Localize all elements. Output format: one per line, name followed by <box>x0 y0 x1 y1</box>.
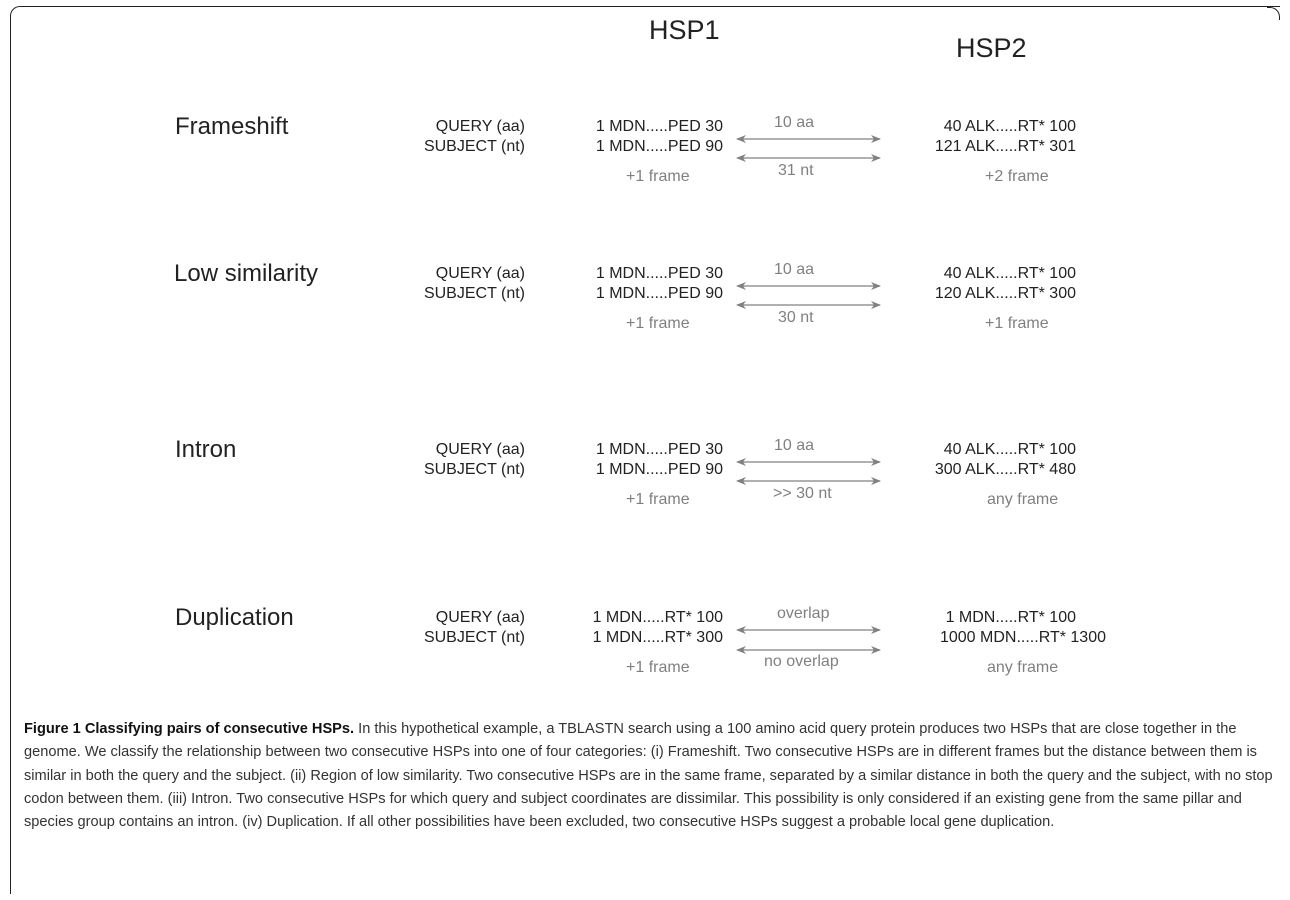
hsp2-subject-coords: 120 ALK.....RT* 300 <box>934 285 1076 302</box>
hsp1-subject-coords: 1 MDN.....PED 90 <box>595 461 723 478</box>
subject-row-label: SUBJECT (nt) <box>423 285 525 302</box>
query-row-label: QUERY (aa) <box>435 265 525 282</box>
hsp1-query-coords: 1 MDN.....PED 30 <box>595 441 723 458</box>
gap-subject-label: >> 30 nt <box>773 485 832 502</box>
category-label: Intron <box>175 436 237 463</box>
gap-query-label: 10 aa <box>774 437 815 454</box>
hsp2-subject-coords: 300 ALK.....RT* 480 <box>934 461 1076 478</box>
hsp1-header: HSP1 <box>649 15 720 45</box>
hsp2-subject-coords: 121 ALK.....RT* 301 <box>934 138 1076 155</box>
hsp1-subject-coords: 1 MDN.....PED 90 <box>595 285 723 302</box>
subject-row-label: SUBJECT (nt) <box>423 461 525 478</box>
hsp2-query-coords: 40 ALK.....RT* 100 <box>943 118 1076 135</box>
frame-corner <box>1267 7 1280 20</box>
hsp1-subject-coords: 1 MDN.....RT* 300 <box>592 629 723 646</box>
figure-frame <box>10 6 1280 894</box>
category-label: Frameshift <box>175 113 289 140</box>
hsp2-header: HSP2 <box>956 33 1027 63</box>
hsp1-frame: +1 frame <box>626 659 690 676</box>
gap-subject-label: 30 nt <box>778 309 814 326</box>
gap-subject-label: 31 nt <box>778 162 814 179</box>
hsp1-query-coords: 1 MDN.....PED 30 <box>595 118 723 135</box>
hsp2-query-coords: 1 MDN.....RT* 100 <box>945 609 1076 626</box>
hsp2-frame: any frame <box>987 659 1059 676</box>
subject-row-label: SUBJECT (nt) <box>423 138 525 155</box>
query-row-label: QUERY (aa) <box>435 609 525 626</box>
gap-query-label: overlap <box>777 605 830 622</box>
hsp2-query-coords: 40 ALK.....RT* 100 <box>943 265 1076 282</box>
hsp1-subject-coords: 1 MDN.....PED 90 <box>595 138 723 155</box>
hsp2-frame: any frame <box>987 491 1059 508</box>
hsp1-frame: +1 frame <box>626 315 690 332</box>
hsp1-query-coords: 1 MDN.....RT* 100 <box>592 609 723 626</box>
hsp2-subject-coords: 1000 MDN.....RT* 1300 <box>939 629 1106 646</box>
hsp2-query-coords: 40 ALK.....RT* 100 <box>943 441 1076 458</box>
figure-caption: Figure 1 Classifying pairs of consecutiv… <box>24 718 1279 834</box>
subject-row-label: SUBJECT (nt) <box>423 629 525 646</box>
hsp2-frame: +2 frame <box>985 168 1049 185</box>
query-row-label: QUERY (aa) <box>435 441 525 458</box>
hsp2-frame: +1 frame <box>985 315 1049 332</box>
gap-query-label: 10 aa <box>774 114 815 131</box>
category-label: Low similarity <box>174 260 319 287</box>
caption-body: In this hypothetical example, a TBLASTN … <box>24 721 1273 831</box>
gap-subject-label: no overlap <box>764 653 839 670</box>
gap-query-label: 10 aa <box>774 261 815 278</box>
hsp1-query-coords: 1 MDN.....PED 30 <box>595 265 723 282</box>
query-row-label: QUERY (aa) <box>435 118 525 135</box>
hsp1-frame: +1 frame <box>626 491 690 508</box>
caption-title: Figure 1 Classifying pairs of consecutiv… <box>24 721 355 737</box>
hsp1-frame: +1 frame <box>626 168 690 185</box>
category-label: Duplication <box>175 604 294 631</box>
